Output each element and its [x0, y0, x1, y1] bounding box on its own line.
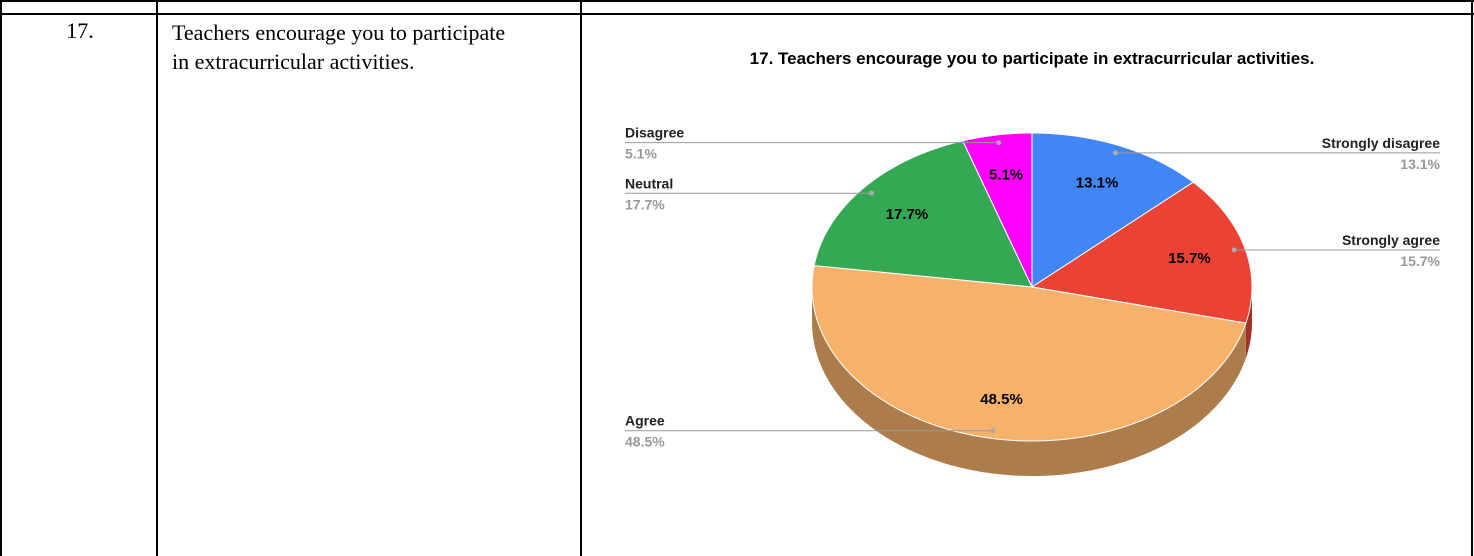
- legend-value: 15.7%: [1400, 253, 1440, 269]
- slice-label: 5.1%: [989, 166, 1023, 183]
- leader-dot: [996, 140, 1002, 146]
- pie-slice: [1031, 132, 1195, 288]
- pie-side: [812, 287, 1246, 476]
- legend-label: Strongly agree: [1342, 232, 1440, 248]
- pie-slice: [813, 140, 1033, 288]
- legend-label: Strongly disagree: [1322, 135, 1440, 151]
- legend-label: Agree: [625, 413, 665, 429]
- legend-value: 5.1%: [625, 146, 657, 162]
- leader-dot: [868, 190, 874, 196]
- legend-label: Disagree: [625, 125, 684, 141]
- row-number: 17.: [66, 18, 94, 43]
- question-text: Teachers encourage you to participate in…: [172, 20, 506, 74]
- slice-label: 13.1%: [1076, 175, 1119, 192]
- legend-value: 48.5%: [625, 434, 665, 450]
- leader-dot: [1231, 247, 1237, 253]
- slice-label: 15.7%: [1168, 250, 1211, 267]
- pie-side: [1245, 287, 1252, 359]
- slice-label: 17.7%: [886, 206, 929, 223]
- slice-label: 48.5%: [980, 391, 1023, 408]
- legend-label: Neutral: [625, 175, 673, 191]
- pie-slice: [1030, 181, 1253, 324]
- legend-value: 17.7%: [625, 196, 665, 212]
- pie-slice: [811, 265, 1247, 442]
- leader-dot: [1113, 150, 1119, 156]
- pie-slice: [962, 132, 1033, 288]
- chart-title: 17. Teachers encourage you to participat…: [750, 49, 1315, 68]
- legend-value: 13.1%: [1400, 156, 1440, 172]
- leader-dot: [990, 428, 996, 434]
